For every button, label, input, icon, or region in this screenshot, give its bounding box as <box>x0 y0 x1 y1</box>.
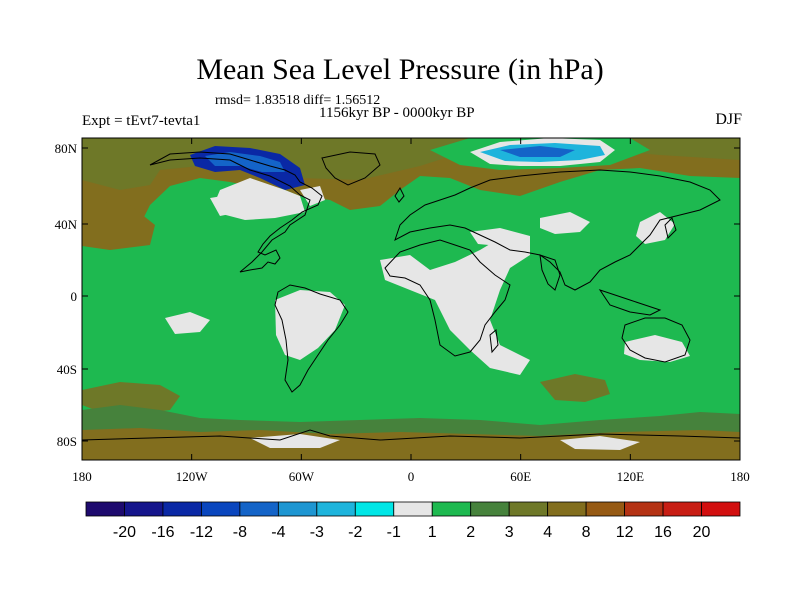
region-japan-neutral <box>636 212 675 244</box>
coastlines <box>82 151 740 441</box>
region-pacific-positive <box>82 200 155 250</box>
y-tick-label: 0 <box>71 289 78 304</box>
colorbar-label: -8 <box>233 524 247 541</box>
experiment-label: Expt = tEvt7-tevta1 <box>82 113 201 129</box>
period-line: 1156kyr BP - 0000kyr BP <box>319 105 475 121</box>
colorbar-label: -1 <box>387 524 401 541</box>
colorbar-swatch <box>701 501 741 517</box>
map-field <box>82 138 740 460</box>
colorbar-swatch <box>201 501 241 517</box>
colorbar-swatch <box>585 501 625 517</box>
x-axis: 180 120W 60W 0 60E 120E 180 <box>72 138 750 484</box>
region-antarctic-neutral-2 <box>560 436 640 450</box>
colorbar-swatch <box>393 501 433 517</box>
region-antarctic-positive <box>82 428 740 460</box>
y-tick-label: 80S <box>57 434 77 449</box>
colorbar-label: 20 <box>693 524 711 541</box>
y-tick-label: 40S <box>57 362 77 377</box>
colorbar-swatch <box>354 501 395 517</box>
colorbar-swatch <box>662 501 702 517</box>
x-tick-label: 180 <box>730 469 750 484</box>
colorbar-label: 16 <box>654 524 672 541</box>
colorbar-swatch <box>624 501 664 517</box>
region-arabia-neutral <box>470 228 530 248</box>
colorbar-swatch <box>470 501 510 517</box>
region-antarctic-neutral <box>250 434 340 448</box>
colorbar-label: -3 <box>310 524 324 541</box>
y-tick-label: 40N <box>55 217 78 232</box>
colorbar-swatch <box>85 501 125 517</box>
colorbar-label: -4 <box>271 524 285 541</box>
colorbar-label: -12 <box>190 524 213 541</box>
region-atlantic-neutral <box>210 194 240 216</box>
region-pacific-neutral <box>165 312 210 334</box>
y-axis: 80N 40N 0 40S 80S <box>55 141 740 449</box>
colorbar: -20 -16 -12 -8 -4 -3 -2 -1 1 2 3 4 8 12 16 20 <box>85 501 741 541</box>
x-tick-label: 0 <box>408 469 415 484</box>
colorbar-swatch <box>547 501 587 517</box>
colorbar-swatch <box>162 501 202 517</box>
colorbar-swatch <box>239 501 279 517</box>
colorbar-swatch <box>124 501 164 517</box>
region-na-neutral-2 <box>300 186 325 206</box>
colorbar-swatch <box>277 501 318 517</box>
colorbar-label: -20 <box>113 524 136 541</box>
map-background <box>82 138 740 460</box>
region-southern-positive-2 <box>540 374 610 402</box>
region-na-negative-inner <box>205 152 285 172</box>
colorbar-label: 1 <box>428 524 437 541</box>
chart-title: Mean Sea Level Pressure (in hPa) <box>196 53 604 86</box>
colorbar-label: 12 <box>616 524 634 541</box>
x-tick-label: 60E <box>510 469 531 484</box>
region-siberia-negative-3 <box>500 146 575 157</box>
y-tick-label: 80N <box>55 141 78 156</box>
colorbar-label: -16 <box>151 524 174 541</box>
colorbar-label: 2 <box>466 524 475 541</box>
stats-line: rmsd= 1.83518 diff= 1.56512 <box>215 93 381 108</box>
colorbar-swatch <box>508 501 549 517</box>
x-tick-label: 60W <box>289 469 315 484</box>
colorbar-swatch <box>316 501 356 517</box>
x-tick-label: 120W <box>176 469 209 484</box>
region-southern-positive <box>82 382 180 415</box>
colorbar-label: -2 <box>348 524 362 541</box>
season-label: DJF <box>715 111 742 128</box>
region-south-america-neutral <box>275 290 345 360</box>
colorbar-label: 4 <box>543 524 552 541</box>
colorbar-label: 3 <box>505 524 514 541</box>
x-tick-label: 180 <box>72 469 92 484</box>
region-asia-neutral <box>540 212 590 234</box>
colorbar-swatch <box>431 501 472 517</box>
colorbar-label: 8 <box>582 524 591 541</box>
x-tick-label: 120E <box>617 469 645 484</box>
